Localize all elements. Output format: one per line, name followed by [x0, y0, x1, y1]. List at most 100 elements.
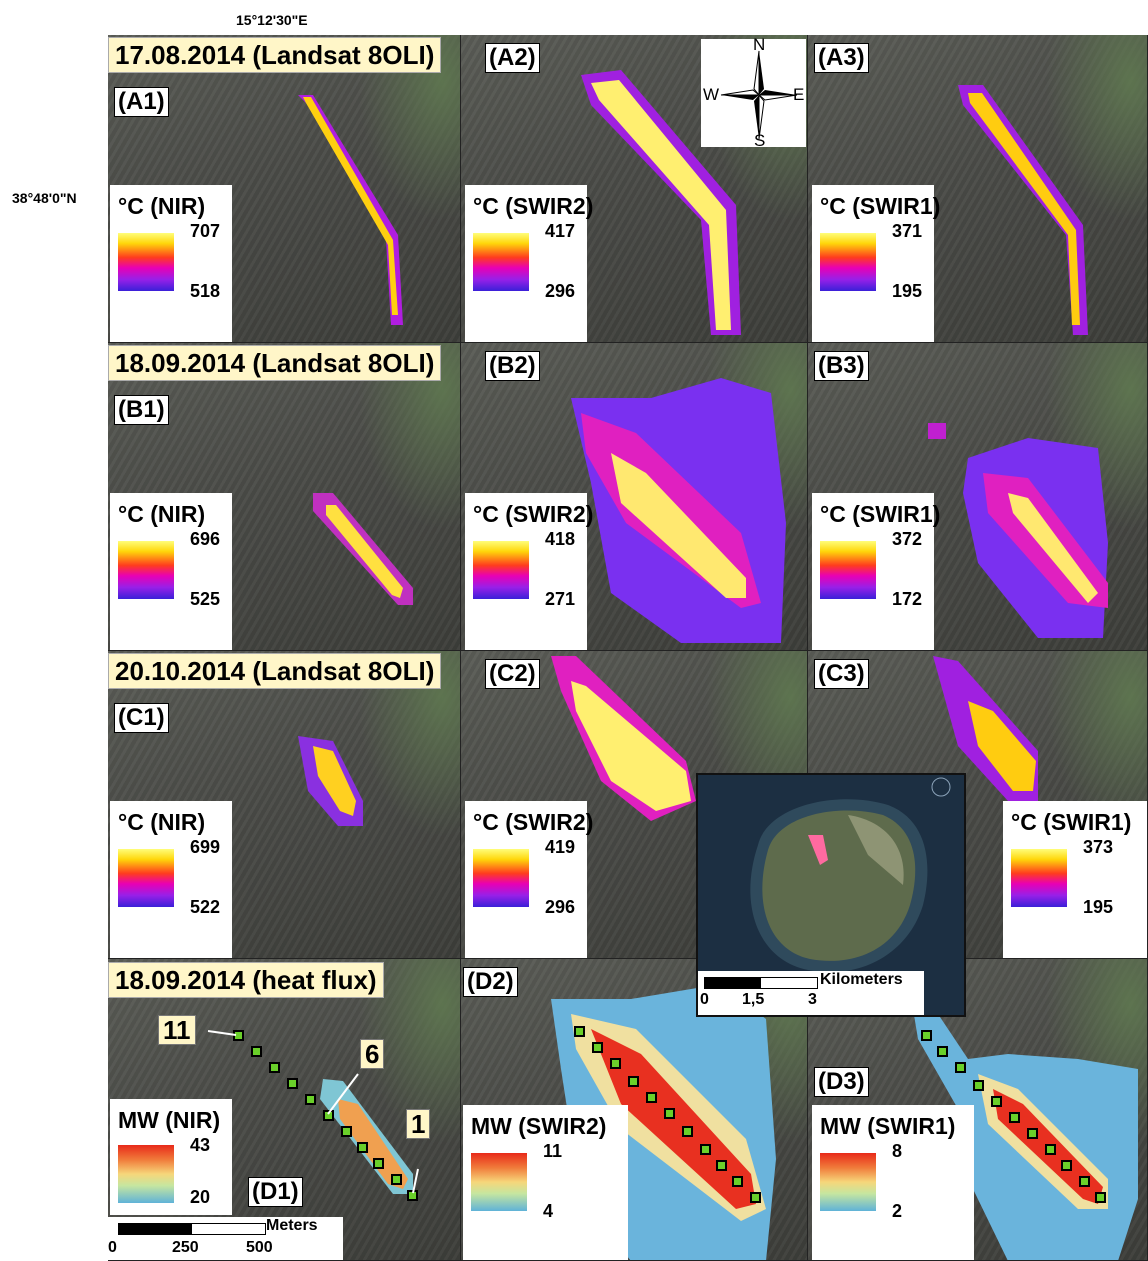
legend-min: 195 [1083, 897, 1114, 917]
legend-b3: °C (SWIR1) 372 172 [812, 493, 940, 650]
legend-max: 418 [545, 529, 576, 549]
legend-title: MW (NIR) [118, 1107, 221, 1133]
scale-tick-0: 0 [108, 1239, 117, 1256]
legend-min: 20 [190, 1187, 211, 1207]
thermal-anomaly-c1 [298, 736, 363, 826]
legend-colorbar [118, 1145, 174, 1203]
thermal-anomaly-a3 [958, 85, 1088, 335]
north-arrow: N S W E [701, 35, 806, 150]
panel-d2: (D2) MW (SWIR2) 11 4 [461, 959, 808, 1261]
longitude-label: 15°12'30"E [236, 12, 308, 28]
legend-max: 371 [892, 221, 923, 241]
row-header-a: 17.08.2014 (Landsat 8OLI) [108, 37, 442, 73]
scale-bar-km: Kilometers 0 1,5 3 [698, 971, 924, 1015]
panel-a2: (A2) °C (SWIR2) 417 296 N S W E [461, 35, 808, 343]
legend-a3: °C (SWIR1) 371 195 [812, 185, 940, 342]
heat-flux-d1 [207, 1030, 419, 1201]
legend-max: 373 [1083, 837, 1114, 857]
legend-max: 11 [543, 1141, 563, 1161]
legend-title: MW (SWIR1) [820, 1113, 956, 1139]
legend-colorbar [1011, 849, 1067, 907]
legend-min: 296 [545, 897, 576, 917]
scale-bar-meters: Meters 0 250 500 [108, 1217, 343, 1260]
thermal-anomaly-b1 [313, 493, 413, 605]
scale-unit: Kilometers [820, 971, 903, 988]
panel-b1: (B1) °C (NIR) 696 525 [108, 343, 461, 651]
panel-label-a3: (A3) [814, 43, 869, 73]
legend-c1: °C (NIR) 699 522 [110, 801, 232, 958]
compass-rose-icon [720, 50, 798, 140]
row-header-c: 20.10.2014 (Landsat 8OLI) [108, 653, 442, 689]
legend-d3: MW (SWIR1) 8 2 [812, 1105, 974, 1260]
thermal-anomaly-c2 [551, 656, 696, 821]
legend-min: 2 [892, 1201, 903, 1221]
scale-tick-0: 0 [700, 991, 709, 1008]
legend-title: °C (SWIR2) [473, 809, 594, 835]
compass-w: W [703, 85, 720, 104]
panel-b3: (B3) °C (SWIR1) 372 172 [808, 343, 1148, 651]
panel-label-a1: (A1) [114, 87, 169, 117]
panel-d1: 11 6 1 (D1) MW (NIR) 43 20 Meters 0 250 … [108, 959, 461, 1261]
legend-min: 522 [190, 897, 221, 917]
legend-c3: °C (SWIR1) 373 195 [1003, 801, 1147, 958]
panel-label-d3: (D3) [814, 1067, 869, 1097]
row-header-d: 18.09.2014 (heat flux) [108, 962, 384, 998]
scale-tick-3: 3 [808, 991, 817, 1008]
legend-title: MW (SWIR2) [471, 1113, 607, 1139]
legend-colorbar [473, 541, 529, 599]
legend-d2: MW (SWIR2) 11 4 [463, 1105, 628, 1260]
legend-max: 8 [892, 1141, 903, 1161]
legend-min: 195 [892, 281, 923, 301]
legend-max: 707 [190, 221, 221, 241]
legend-min: 271 [545, 589, 576, 609]
legend-title: °C (SWIR1) [820, 501, 941, 527]
legend-colorbar [118, 849, 174, 907]
panel-label-b2: (B2) [485, 351, 540, 381]
compass-n: N [753, 35, 766, 54]
scale-bar-graphic [118, 1223, 266, 1235]
thermal-anomaly-b3 [928, 423, 1108, 638]
legend-min: 296 [545, 281, 576, 301]
callout-1: 1 [406, 1109, 431, 1139]
callout-6: 6 [360, 1039, 385, 1069]
callout-11: 11 [158, 1015, 196, 1045]
panel-c1: (C1) °C (NIR) 699 522 [108, 651, 461, 959]
panel-label-b1: (B1) [114, 395, 169, 425]
legend-min: 172 [892, 589, 923, 609]
legend-colorbar [820, 233, 876, 291]
latitude-label: 38°48'0"N [12, 190, 77, 206]
thermal-anomaly-c3 [933, 656, 1038, 801]
panel-label-c3: (C3) [814, 659, 869, 689]
location-inset-map: Kilometers 0 1,5 3 [696, 773, 966, 1017]
thermal-anomaly-a1 [298, 95, 403, 325]
legend-colorbar [473, 233, 529, 291]
legend-colorbar [118, 541, 174, 599]
legend-b1: °C (NIR) 696 525 [110, 493, 232, 650]
panel-label-a2: (A2) [485, 43, 540, 73]
panel-a3: (A3) °C (SWIR1) 371 195 [808, 35, 1148, 343]
thermal-anomaly-b2 [571, 378, 786, 643]
legend-b2: °C (SWIR2) 418 271 [465, 493, 593, 650]
panel-label-b3: (B3) [814, 351, 869, 381]
thermal-anomaly-a2 [581, 70, 741, 335]
compass-s: S [754, 131, 766, 150]
panel-label-c1: (C1) [114, 703, 169, 733]
panel-a1: (A1) °C (NIR) 707 518 [108, 35, 461, 343]
legend-title: °C (SWIR1) [820, 193, 941, 219]
scale-unit: Meters [266, 1217, 318, 1234]
legend-colorbar [118, 233, 174, 291]
legend-max: 699 [190, 837, 221, 857]
legend-max: 696 [190, 529, 221, 549]
scale-tick-1-5: 1,5 [742, 991, 765, 1008]
legend-max: 372 [892, 529, 923, 549]
panel-label-d2: (D2) [463, 967, 518, 997]
island-overview [750, 777, 951, 973]
scale-tick-250: 250 [172, 1239, 199, 1256]
panel-label-c2: (C2) [485, 659, 540, 689]
row-header-b: 18.09.2014 (Landsat 8OLI) [108, 345, 442, 381]
legend-min: 518 [190, 281, 221, 301]
legend-min: 525 [190, 589, 221, 609]
scale-tick-500: 500 [246, 1239, 273, 1256]
legend-a2: °C (SWIR2) 417 296 [465, 185, 593, 342]
panel-label-d1: (D1) [248, 1177, 303, 1207]
